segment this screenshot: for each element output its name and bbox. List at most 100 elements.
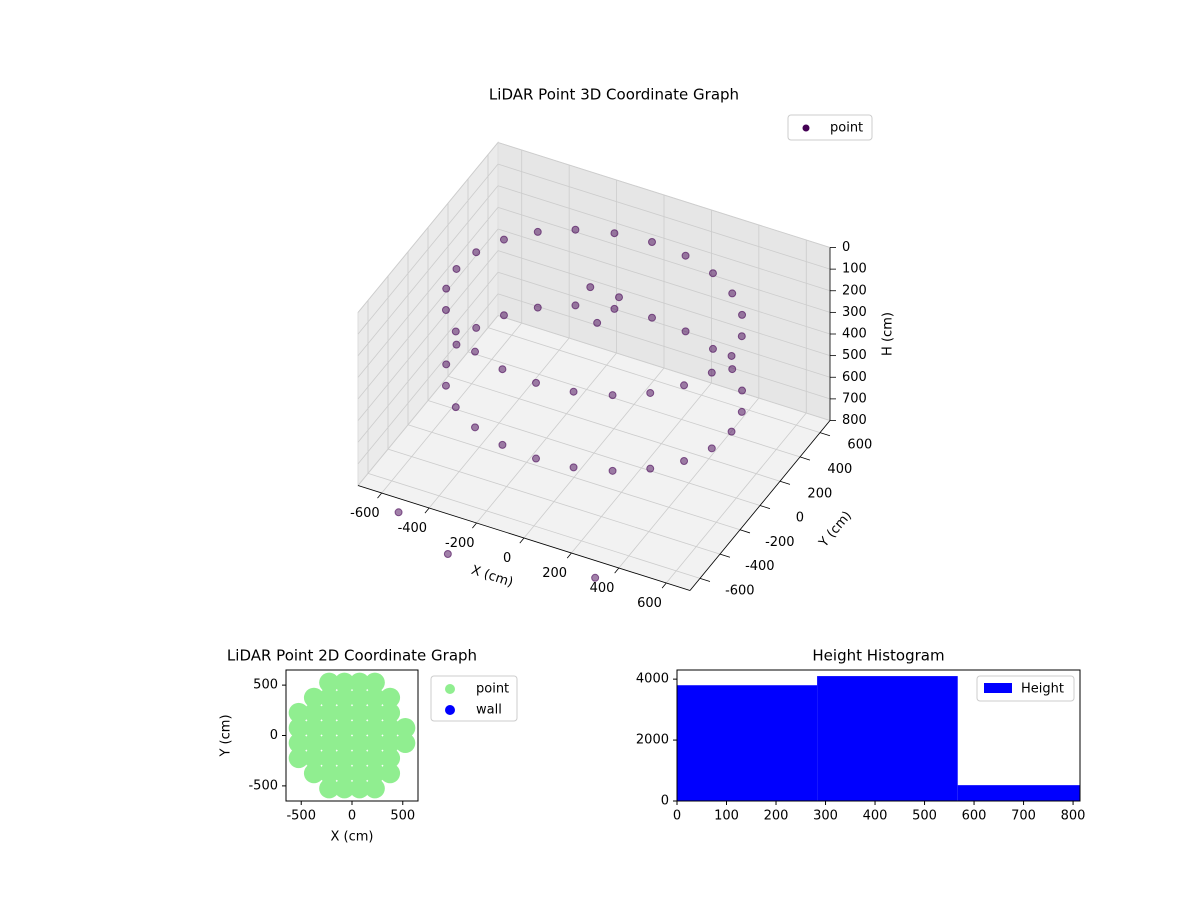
point bbox=[349, 687, 370, 708]
tick-mark bbox=[377, 492, 383, 499]
point bbox=[593, 318, 602, 327]
point bbox=[288, 702, 309, 723]
point bbox=[442, 284, 451, 293]
point bbox=[610, 229, 619, 238]
point bbox=[680, 381, 689, 390]
point bbox=[737, 332, 746, 341]
point bbox=[303, 763, 324, 784]
point bbox=[380, 748, 401, 769]
x-tick-label: -400 bbox=[398, 521, 428, 536]
y-tick-label: 2000 bbox=[636, 733, 669, 748]
y-tick-label: 4000 bbox=[636, 672, 669, 687]
point bbox=[334, 687, 355, 708]
point bbox=[532, 454, 540, 463]
grid-line bbox=[357, 315, 499, 486]
point bbox=[349, 748, 370, 769]
y-tick-label: 0 bbox=[270, 728, 278, 743]
point bbox=[452, 264, 461, 273]
grid-line bbox=[357, 228, 499, 400]
x-tick-label: -500 bbox=[286, 809, 316, 824]
tick-mark bbox=[566, 552, 572, 559]
point bbox=[288, 733, 309, 754]
point bbox=[533, 303, 542, 312]
point bbox=[708, 269, 717, 278]
bar bbox=[957, 785, 1080, 801]
point bbox=[727, 427, 736, 436]
point bbox=[380, 733, 401, 754]
legend-box bbox=[976, 675, 1075, 702]
point bbox=[334, 778, 355, 799]
point bbox=[728, 365, 737, 374]
y-tick-label: 200 bbox=[807, 486, 832, 501]
point bbox=[380, 763, 401, 784]
point bbox=[708, 344, 717, 353]
grid-line bbox=[357, 293, 499, 465]
z-axis-label: H (cm) bbox=[881, 312, 896, 356]
point bbox=[646, 464, 655, 473]
point bbox=[738, 386, 747, 395]
tick-mark bbox=[661, 582, 667, 589]
y-tick-label: -400 bbox=[745, 559, 775, 574]
point bbox=[452, 340, 461, 349]
grid-line bbox=[497, 315, 831, 421]
z-tick-label: 600 bbox=[842, 370, 867, 385]
point bbox=[586, 283, 595, 292]
axes-frame bbox=[285, 669, 419, 802]
x-tick-label: 400 bbox=[863, 809, 888, 824]
z-tick-label: 500 bbox=[842, 348, 867, 363]
y-axis-label: Y (cm) bbox=[816, 509, 855, 552]
chart-title: LiDAR Point 2D Coordinate Graph bbox=[227, 647, 477, 665]
plot-area bbox=[288, 672, 416, 799]
x-tick-label: 500 bbox=[390, 809, 415, 824]
point bbox=[646, 388, 655, 397]
point bbox=[349, 702, 370, 723]
x-axis-line bbox=[357, 485, 691, 591]
grid-line bbox=[357, 207, 499, 378]
grid-line bbox=[447, 375, 781, 482]
point bbox=[533, 227, 542, 236]
tick-mark bbox=[759, 505, 771, 510]
point bbox=[728, 289, 737, 298]
x-axis-label: X (cm) bbox=[469, 563, 515, 591]
grid-line bbox=[367, 472, 701, 579]
tick-mark bbox=[699, 577, 711, 582]
point bbox=[569, 463, 578, 472]
legend-marker bbox=[984, 683, 1012, 693]
chart-title: Height Histogram bbox=[812, 647, 944, 665]
point bbox=[571, 301, 580, 310]
grid-line bbox=[487, 327, 821, 434]
point bbox=[498, 365, 507, 374]
point bbox=[380, 687, 401, 708]
y-tick-label: 600 bbox=[847, 438, 872, 453]
z-tick-label: 300 bbox=[842, 305, 867, 320]
y-tick-label: 0 bbox=[661, 794, 669, 809]
z-tick-label: 100 bbox=[842, 262, 867, 277]
x-tick-label: 800 bbox=[1061, 809, 1086, 824]
x-tick-label: 600 bbox=[962, 809, 987, 824]
point bbox=[680, 456, 689, 465]
point bbox=[349, 733, 370, 754]
point bbox=[441, 381, 450, 390]
bar bbox=[817, 676, 958, 801]
grid-line bbox=[357, 142, 499, 313]
tick-mark bbox=[739, 529, 751, 534]
legend-label: point bbox=[830, 121, 863, 136]
point bbox=[319, 717, 340, 738]
point bbox=[727, 351, 736, 360]
legend-box bbox=[430, 675, 518, 722]
point bbox=[681, 251, 690, 260]
point bbox=[395, 717, 416, 738]
legend-box bbox=[787, 114, 873, 141]
point bbox=[380, 717, 401, 738]
point bbox=[394, 508, 403, 517]
z-tick-label: 400 bbox=[842, 327, 867, 342]
point bbox=[442, 360, 451, 369]
y-tick-label: 500 bbox=[253, 678, 278, 693]
y-axis-label: Y (cm) bbox=[219, 714, 234, 757]
grid-line bbox=[357, 163, 499, 335]
chart-title: LiDAR Point 3D Coordinate Graph bbox=[489, 86, 739, 104]
x-tick-label: 700 bbox=[1011, 809, 1036, 824]
point bbox=[364, 717, 385, 738]
point bbox=[499, 311, 508, 320]
